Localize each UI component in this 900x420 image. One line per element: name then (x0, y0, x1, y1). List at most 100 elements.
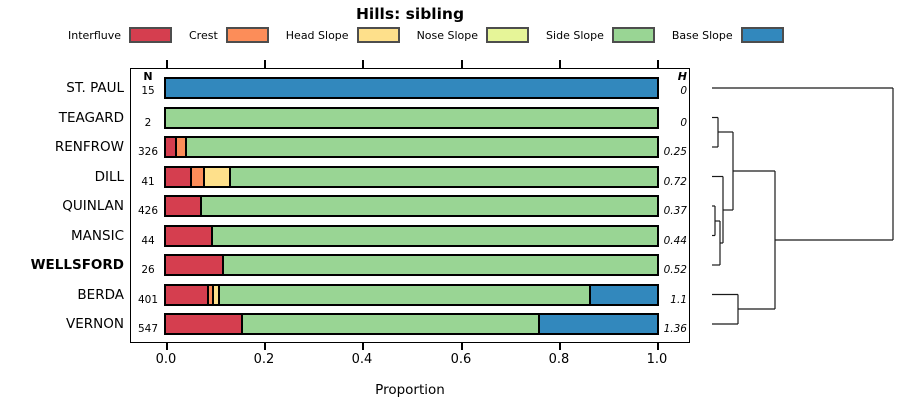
bar-segment-interfluve (166, 197, 203, 215)
bar-segment-base-slope (166, 79, 657, 97)
legend-swatch (740, 27, 784, 43)
x-axis-label: Proportion (375, 382, 445, 398)
x-tick-label: 1.0 (646, 352, 668, 367)
stacked-bar (164, 195, 659, 217)
bar-segment-interfluve (166, 256, 225, 274)
x-tick-label: 0.4 (351, 352, 373, 367)
x-tick (461, 60, 463, 68)
bar-segment-head-slope (214, 285, 220, 304)
legend-label: Head Slope (285, 28, 349, 42)
bar-segment-side-slope (231, 167, 657, 186)
stacked-bar (164, 313, 659, 335)
stacked-bar (164, 106, 659, 129)
h-value: 0.72 (663, 176, 687, 188)
legend-label: Interfluve (68, 28, 121, 42)
chart-row: TEAGARD (0, 106, 900, 129)
legend-swatch (611, 27, 655, 43)
legend-label: Base Slope (671, 28, 733, 42)
legend-label: Nose Slope (416, 28, 479, 42)
h-value: 0.25 (663, 146, 687, 158)
n-value: 326 (137, 146, 159, 158)
x-tick (657, 60, 659, 68)
legend-swatch (356, 27, 400, 43)
stacked-bar (164, 254, 659, 276)
stacked-bar (164, 224, 659, 247)
legend-swatch (129, 27, 172, 43)
legend-swatch (225, 27, 269, 43)
h-value: 0 (680, 85, 687, 97)
chart-row: VERNON (0, 313, 900, 335)
row-label: BERDA (77, 286, 124, 303)
bar-segment-side-slope (202, 197, 657, 215)
legend: Interfluve Crest Head Slope Nose Slope S… (68, 26, 784, 44)
n-value: 26 (141, 264, 155, 276)
x-tick (264, 343, 266, 350)
legend-item: Head Slope (286, 27, 400, 43)
x-tick (657, 343, 659, 350)
legend-item: Interfluve (68, 27, 172, 43)
chart-row: QUINLAN (0, 195, 900, 217)
x-tick-label: 0.8 (548, 352, 570, 367)
row-label: MANSIC (71, 227, 124, 244)
x-tick-label: 0.0 (155, 352, 177, 367)
bar-segment-side-slope (219, 285, 591, 304)
x-tick-label: 0.2 (253, 352, 275, 367)
h-value: 1.36 (663, 323, 687, 335)
legend-item: Nose Slope (416, 27, 530, 43)
bar-segment-side-slope (242, 315, 541, 333)
n-value: 41 (141, 176, 155, 188)
legend-item: Base Slope (672, 27, 784, 43)
n-value: 547 (137, 323, 159, 335)
h-column-header: H (677, 70, 687, 83)
bar-segment-base-slope (540, 315, 657, 333)
row-label: DILL (94, 168, 124, 185)
bar-segment-interfluve (166, 315, 243, 333)
x-tick (166, 60, 168, 68)
bar-segment-interfluve (166, 285, 209, 304)
n-value: 401 (137, 294, 159, 306)
chart-row: BERDA (0, 283, 900, 306)
stacked-bar (164, 165, 659, 188)
h-value: 1.1 (670, 294, 687, 306)
chart-row: DILL (0, 165, 900, 188)
bar-segment-side-slope (212, 226, 657, 245)
stacked-bar (164, 283, 659, 306)
legend-swatch (486, 27, 530, 43)
x-tick (559, 60, 561, 68)
row-label: WELLSFORD (30, 257, 124, 273)
bar-segment-crest (176, 138, 187, 156)
x-tick (559, 343, 561, 350)
bar-segment-crest (191, 167, 206, 186)
bar-segment-side-slope (186, 138, 657, 156)
legend-item: Side Slope (546, 27, 655, 43)
stacked-bar (164, 77, 659, 99)
row-label: VERNON (66, 316, 124, 332)
plot-border (130, 68, 690, 343)
row-label: ST. PAUL (66, 80, 124, 96)
row-label: RENFROW (54, 139, 124, 155)
chart-row: MANSIC (0, 224, 900, 247)
bar-segment-interfluve (166, 138, 177, 156)
x-tick (362, 343, 364, 350)
bar-segment-interfluve (166, 167, 192, 186)
x-tick (264, 60, 266, 68)
chart-row: RENFROW (0, 136, 900, 158)
h-value: 0 (680, 117, 687, 129)
h-value: 0.37 (663, 205, 687, 217)
n-value: 2 (144, 117, 152, 129)
legend-item: Crest (189, 27, 269, 43)
row-label: QUINLAN (62, 198, 124, 214)
bar-segment-head-slope (205, 167, 232, 186)
h-value: 0.52 (663, 264, 687, 276)
x-tick (362, 60, 364, 68)
chart-row: ST. PAUL (0, 77, 900, 99)
chart-title: Hills: sibling (355, 5, 465, 23)
h-value: 0.44 (663, 235, 687, 247)
x-tick (166, 343, 168, 350)
legend-label: Side Slope (546, 28, 604, 42)
chart-row: WELLSFORD (0, 254, 900, 276)
row-label: TEAGARD (58, 109, 124, 126)
bar-segment-crest (208, 285, 215, 304)
x-tick-label: 0.6 (450, 352, 472, 367)
